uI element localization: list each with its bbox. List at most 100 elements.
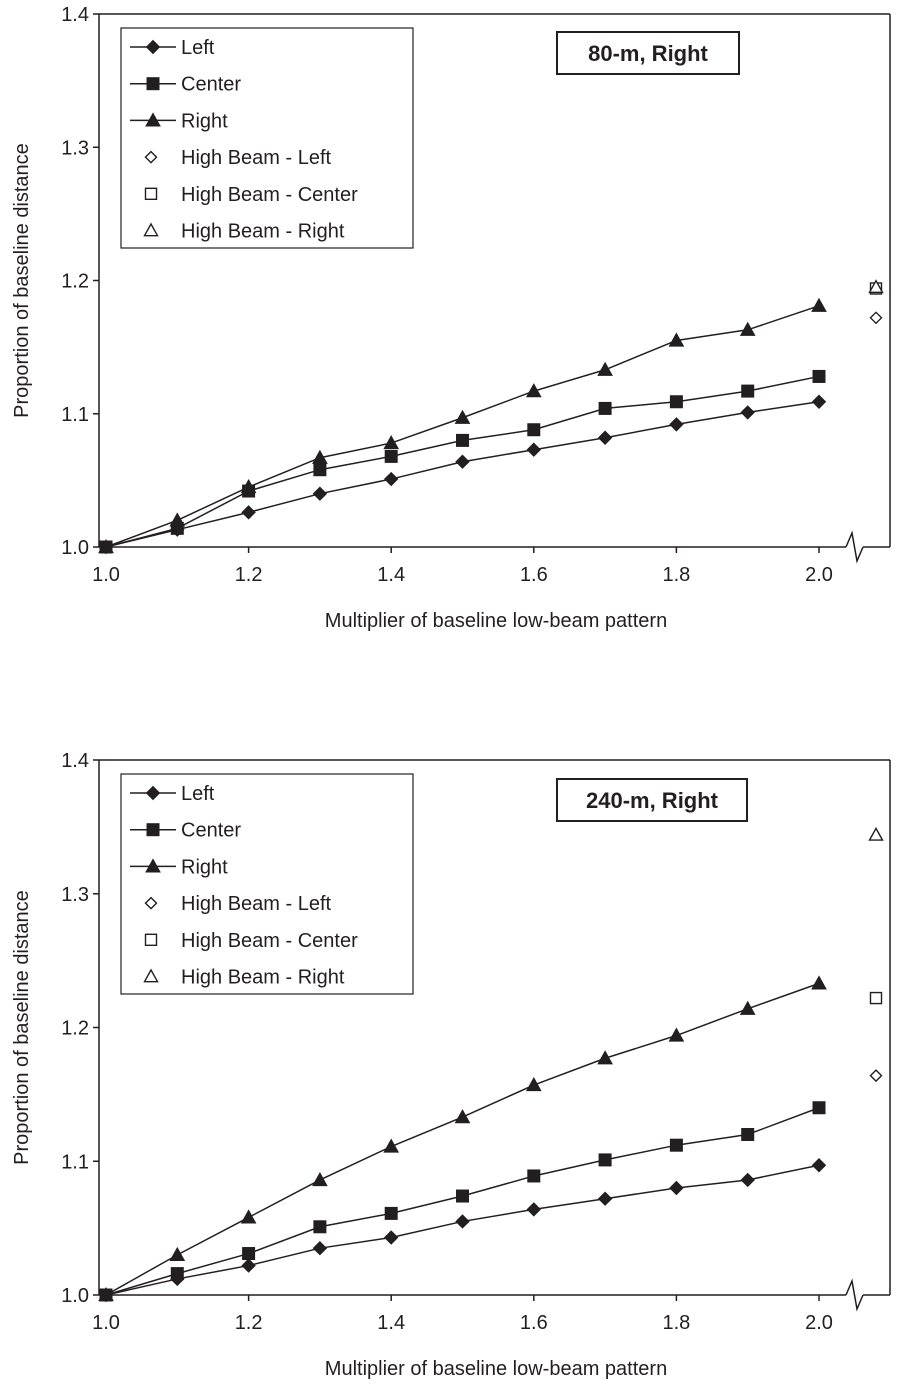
x-tick-label: 1.2 (235, 1312, 263, 1334)
data-point-right (597, 361, 613, 376)
data-point-center (812, 369, 826, 383)
data-point-high-beam-right (868, 279, 884, 294)
legend-label: Right (181, 110, 228, 132)
chart-title: 240-m, Right (586, 788, 719, 813)
chart-title-box (556, 31, 740, 75)
data-point-left (455, 454, 470, 469)
data-point-right (811, 297, 827, 312)
data-point-right (668, 1027, 685, 1042)
data-point-center (669, 395, 683, 409)
data-point-center (242, 1247, 256, 1261)
data-point-center (598, 1153, 612, 1167)
legend-label: High Beam - Right (181, 967, 345, 989)
x-tick-label: 1.0 (92, 564, 120, 586)
x-tick-label: 1.8 (662, 564, 690, 586)
data-point-left (669, 417, 684, 432)
y-axis-title: Proportion of baseline distance (11, 143, 33, 418)
chart-title: 80-m, Right (588, 41, 708, 66)
data-point-center (384, 449, 398, 463)
data-point-left (241, 505, 256, 520)
legend-marker (145, 785, 161, 801)
x-tick-label: 1.4 (377, 564, 405, 586)
legend-marker (146, 77, 160, 91)
data-point-right (98, 538, 114, 554)
legend-label: High Beam - Right (181, 221, 345, 243)
legend-marker (144, 933, 158, 946)
series-line-left (105, 1164, 820, 1296)
data-point-left (455, 1214, 470, 1229)
legend-label: Left (181, 783, 215, 805)
y-tick-label: 1.0 (61, 537, 89, 559)
x-tick-label: 2.0 (805, 564, 833, 586)
data-point-center (812, 1101, 826, 1115)
legend-label: High Beam - Center (181, 184, 358, 206)
data-point-center (384, 1206, 398, 1220)
legend-marker (143, 968, 159, 983)
data-point-left (597, 430, 613, 445)
x-tick-label: 1.0 (92, 1312, 120, 1334)
legend-label: Right (181, 856, 228, 878)
data-point-right (739, 321, 756, 336)
y-tick-label: 1.2 (61, 1018, 89, 1040)
legend-marker (143, 222, 159, 237)
legend-marker (145, 39, 161, 55)
data-point-left (383, 471, 399, 487)
y-tick-label: 1.3 (61, 884, 89, 906)
y-tick-label: 1.1 (61, 1151, 89, 1173)
y-tick-label: 1.3 (61, 137, 89, 159)
data-point-left (312, 1240, 328, 1256)
data-point-left (669, 1180, 684, 1196)
data-point-right (312, 1171, 328, 1187)
chart-1: 1.0 1.1 1.2 1.3 1.4 1.0 1.2 1.4 1.6 1.8 2.0 Multipl… (11, 4, 891, 632)
legend-marker (145, 112, 161, 127)
chart-title-box (556, 778, 748, 822)
legend-label: Center (181, 820, 241, 842)
legend-label: Center (181, 74, 241, 96)
data-point-center (313, 463, 327, 477)
data-point-left (526, 1202, 542, 1217)
x-tick-label: 1.8 (662, 1312, 690, 1334)
data-point-center (527, 423, 541, 437)
data-point-high-beam-left (869, 311, 883, 325)
axis-break (845, 530, 864, 564)
data-point-center (170, 1267, 184, 1281)
data-point-center (741, 1128, 755, 1141)
legend-marker (144, 896, 158, 910)
y-tick-label: 1.0 (61, 1285, 89, 1307)
data-point-left (811, 394, 827, 409)
data-point-right (525, 1076, 542, 1092)
data-point-right (312, 449, 328, 464)
data-point-right (454, 409, 471, 424)
data-point-right (525, 383, 542, 398)
y-tick-label: 1.4 (61, 750, 89, 772)
x-axis-title: Multiplier of baseline low-beam pattern (325, 1358, 667, 1380)
x-tick-label: 2.0 (805, 1312, 833, 1334)
data-point-center (313, 1220, 327, 1234)
data-point-left (312, 486, 328, 501)
legend-marker (145, 858, 161, 873)
legend-label: High Beam - Left (181, 147, 332, 169)
data-point-right (597, 1050, 613, 1065)
data-point-center (741, 384, 755, 398)
legend-label: High Beam - Left (181, 893, 332, 915)
data-point-left (526, 442, 542, 457)
data-point-left (740, 1172, 755, 1188)
data-point-right (169, 512, 186, 527)
legend-marker (144, 187, 158, 201)
data-point-high-beam-right (868, 826, 884, 841)
data-point-center (598, 401, 612, 415)
data-point-high-beam-center (869, 991, 883, 1005)
data-point-center (456, 433, 469, 447)
data-point-right (240, 1209, 257, 1224)
legend-label: Left (181, 37, 215, 59)
legend-marker (146, 823, 160, 837)
data-point-right (169, 1246, 186, 1261)
axis-break (845, 1278, 864, 1312)
legend-box (120, 773, 414, 995)
data-point-high-beam-left (869, 1069, 883, 1083)
y-tick-label: 1.4 (61, 4, 89, 26)
y-tick-label: 1.2 (61, 271, 89, 293)
data-point-center (669, 1138, 683, 1152)
data-point-right (739, 1000, 756, 1015)
x-tick-label: 1.6 (520, 1312, 548, 1334)
